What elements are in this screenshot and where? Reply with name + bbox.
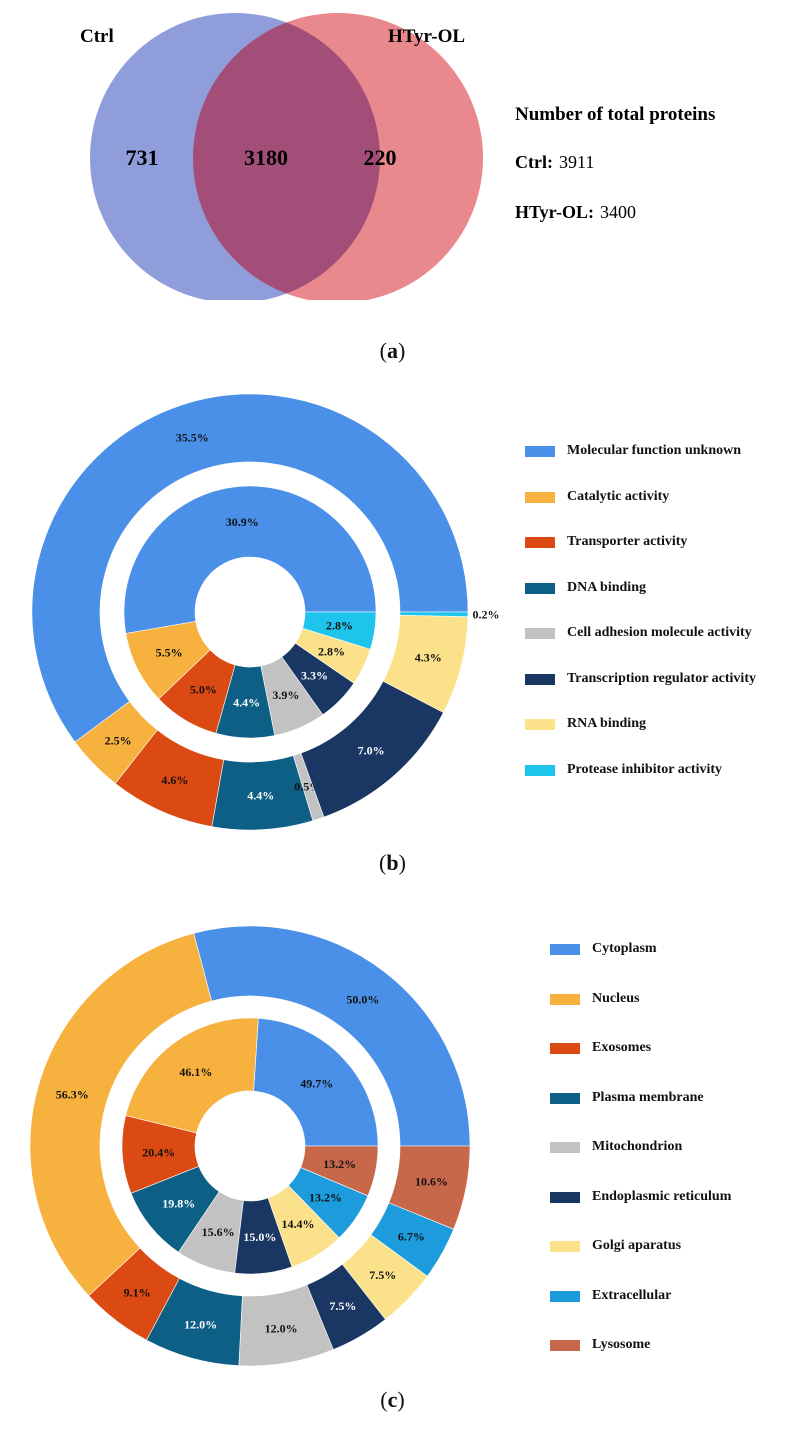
donut-chart-molecular-function: 35.5%2.5%4.6%4.4%0.5%7.0%4.3%0.2%30.9%5.… [31,393,499,831]
loc-inner-label-8: 13.2% [323,1157,356,1171]
panel-b: 35.5% 2.5% 4.6% 4.4% 0.5% 7.0% 4.3% 0.2% 30.9% 5.… [0,380,785,880]
mf-legend-label-1: Catalytic activity [567,488,670,504]
venn-value-htyr-only: 220 [364,145,397,170]
venn-value-ctrl-only: 731 [126,145,159,170]
legend-localization: Cytoplasm Nucleus Exosomes Plasma membrane M… [550,941,785,1352]
mf-inner-label-2: 5.0% [190,683,217,697]
mf-legend-swatch-1 [525,491,555,503]
legend-molecular-function: Molecular function unknown Catalytic acti… [525,443,785,783]
loc-inner-label-4: 15.6% [202,1225,235,1239]
mf-outer-label-6: 4.3% [415,651,442,665]
loc-outer-label-4: 12.0% [265,1321,298,1335]
loc-inner-slice-1 [125,1017,259,1134]
mf-legend-swatch-5 [525,673,555,685]
loc-outer-slice-1 [29,932,212,1297]
venn-intersection [192,22,381,294]
loc-outer-label-1: 56.3% [56,1088,89,1102]
loc-legend-label-5: Endoplasmic reticulum [592,1188,732,1204]
mf-legend-swatch-2 [525,537,555,548]
mf-inner-label-4: 3.9% [272,688,299,702]
loc-outer-slice-8 [388,1145,471,1230]
mf-inner-label-6: 2.8% [318,644,345,658]
mf-outer-label-3: 4.4% [247,789,274,803]
mf-legend-swatch-7 [525,764,555,776]
loc-legend-label-3: Plasma membrane [592,1089,704,1105]
mf-legend-swatch-4 [525,628,555,639]
venn-summary-title: Number of total proteins [515,104,715,125]
loc-legend-label-7: Extracellular [592,1287,672,1303]
panel-c: 50.0% 56.3% 9.1% 12.0% 12.0% 7.5% 7.5% 6.7% 10.6… [0,915,785,1435]
loc-inner-label-3: 19.8% [162,1196,195,1210]
loc-legend-label-0: Cytoplasm [592,941,657,956]
mf-legend-label-4: Cell adhesion molecule activity [567,625,752,640]
mf-inner-slice-7 [302,611,377,650]
loc-outer-label-7: 6.7% [398,1229,425,1243]
venn-diagram: Ctrl HTyr-OL 731 3180 220 Number of tota… [80,13,715,300]
mf-outer-slice-0 [31,393,469,743]
mf-inner-label-3: 4.4% [233,695,260,709]
mf-outer-label-0: 35.5% [176,430,209,444]
loc-legend-label-1: Nucleus [592,990,640,1006]
venn-set-label-ctrl: Ctrl [80,26,114,47]
mf-outer-label-5: 7.0% [358,743,385,757]
panel-label-a: (a) [379,338,406,363]
venn-value-intersection: 3180 [244,145,288,170]
mf-inner-label-5: 3.3% [301,668,328,682]
mf-outer-label-2: 4.6% [161,773,188,787]
mf-legend-label-5: Transcription regulator activity [567,670,756,686]
loc-legend-swatch-4 [550,1142,580,1153]
loc-inner-label-6: 14.4% [282,1217,315,1231]
loc-outer-slice-0 [193,925,471,1147]
loc-inner-slice-0 [253,1017,379,1147]
mf-outer-label-1: 2.5% [105,733,132,747]
mf-inner-label-7: 2.8% [326,619,353,633]
loc-legend-swatch-6 [550,1241,580,1252]
mf-outer-label-7: 0.2% [472,608,499,622]
mf-legend-label-7: Protease inhibitor activity [567,761,723,777]
loc-legend-swatch-2 [550,1043,580,1054]
loc-outer-label-8: 10.6% [415,1175,448,1189]
loc-legend-swatch-0 [550,944,580,955]
loc-legend-label-2: Exosomes [592,1040,652,1055]
mf-inner-slice-0 [123,485,377,634]
venn-set-label-htyr-ol: HTyr-OL [388,26,465,47]
mf-outer-slice-7 [399,611,469,617]
loc-outer-label-6: 7.5% [369,1268,396,1282]
panel-a: Ctrl HTyr-OL 731 3180 220 Number of tota… [0,0,785,380]
mf-legend-swatch-3 [525,582,555,594]
loc-legend-label-4: Mitochondrion [592,1139,683,1154]
venn-summary-row-ctrl: Ctrl: 3911 [515,152,594,172]
loc-outer-label-3: 12.0% [184,1317,217,1331]
loc-legend-swatch-1 [550,993,580,1005]
loc-inner-label-2: 20.4% [142,1145,175,1159]
mf-legend-label-6: RNA binding [567,716,646,731]
loc-inner-label-1: 46.1% [179,1065,212,1079]
loc-legend-label-8: Lysosome [592,1337,651,1352]
loc-outer-label-0: 50.0% [346,992,379,1006]
donut-chart-localization: 50.0% 56.3% 9.1% 12.0% 12.0% 7.5% 7.5% 6.7% 10.6… [29,925,471,1367]
panel-label-c: (c) [380,1387,405,1412]
loc-legend-swatch-5 [550,1191,580,1203]
mf-legend-swatch-6 [525,719,555,730]
loc-outer-label-2: 9.1% [124,1286,151,1300]
panel-label-b: (b) [379,850,406,875]
mf-legend-swatch-0 [525,446,555,457]
loc-inner-slice-8 [300,1145,379,1197]
loc-legend-swatch-3 [550,1092,580,1104]
mf-legend-label-2: Transporter activity [567,534,688,549]
loc-legend-swatch-8 [550,1340,580,1351]
loc-legend-swatch-7 [550,1290,580,1302]
loc-inner-label-0: 49.7% [300,1076,333,1090]
venn-summary-row-htyr-ol: HTyr-OL: 3400 [515,202,636,222]
mf-legend-label-3: DNA binding [567,579,646,595]
mf-inner-label-0: 30.9% [226,515,259,529]
loc-legend-label-6: Golgi aparatus [592,1238,682,1253]
loc-outer-label-5: 7.5% [329,1299,356,1313]
loc-inner-label-5: 15.0% [243,1230,276,1244]
mf-legend-label-0: Molecular function unknown [567,443,741,458]
loc-inner-label-7: 13.2% [309,1191,342,1205]
mf-inner-label-1: 5.5% [156,646,183,660]
